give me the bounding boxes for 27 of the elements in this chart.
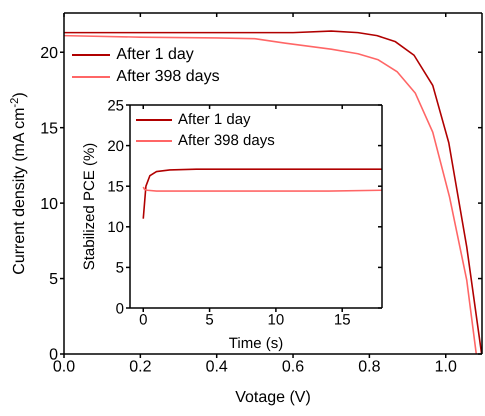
x-tick-label: 1.0 — [434, 358, 457, 376]
x-tick-label: 0 — [139, 312, 148, 329]
line-series — [142, 168, 382, 220]
x-tick-label: 0.6 — [282, 358, 304, 376]
x-tick-label: 10 — [268, 312, 284, 329]
legend-label: After 1 day — [116, 46, 194, 64]
x-tick-label: 0.4 — [206, 358, 228, 376]
y-tick-label: 5 — [116, 260, 124, 277]
legend-label: After 398 days — [116, 68, 220, 86]
y-tick-label: 20 — [40, 44, 58, 62]
x-axis-title: Votage (V) — [235, 389, 311, 406]
x-tick-label: 0.2 — [129, 358, 152, 376]
x-tick-label: 15 — [334, 312, 351, 329]
x-tick-label: 5 — [205, 312, 214, 329]
legend-label: After 398 days — [178, 132, 275, 149]
y-tick-label: 20 — [107, 138, 124, 155]
y-tick-label: 0 — [116, 300, 124, 318]
legend-label: After 1 day — [178, 111, 251, 128]
y-tick-label: 5 — [49, 271, 58, 288]
y-axis-title: Stabilized PCE (%) — [81, 142, 98, 270]
x-tick-label: 0.8 — [358, 358, 381, 376]
x-axis-title: Time (s) — [228, 335, 284, 352]
y-tick-label: 15 — [40, 120, 58, 138]
y-tick-label: 10 — [40, 196, 58, 213]
y-tick-label: 25 — [107, 97, 124, 114]
y-tick-label: 15 — [107, 178, 124, 196]
y-tick-label: 10 — [107, 219, 124, 236]
